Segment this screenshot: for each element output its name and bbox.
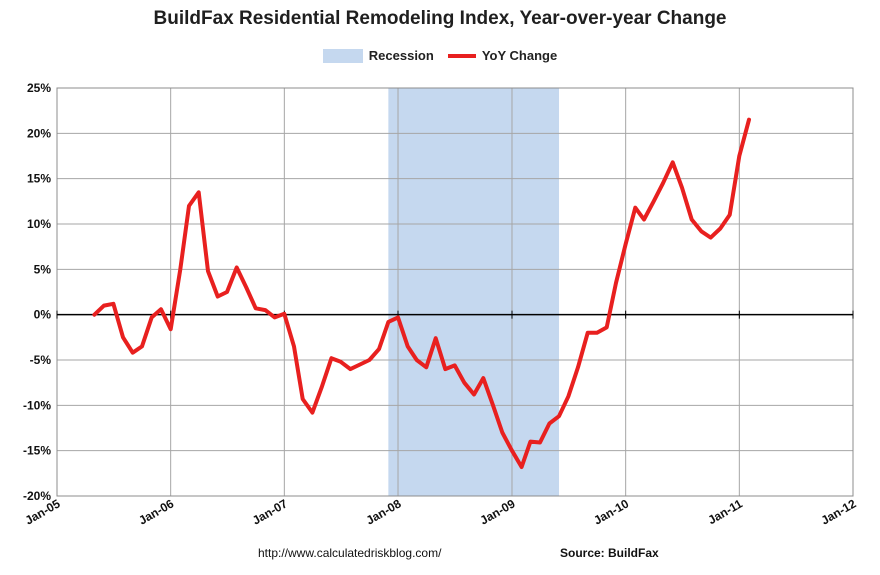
legend-swatch-yoy xyxy=(447,53,476,58)
y-tick-label: 20% xyxy=(27,126,51,140)
recession-band xyxy=(388,88,560,496)
legend-label-yoy: YoY Change xyxy=(481,48,558,63)
y-tick-label: 0% xyxy=(34,308,52,322)
y-tick-label: 5% xyxy=(34,262,52,276)
source-credit: Source: BuildFax xyxy=(560,546,659,560)
x-tick-label: Jan-06 xyxy=(136,496,176,527)
series-line-yoy xyxy=(92,117,751,469)
legend-swatch-recession xyxy=(322,48,363,63)
x-tick-label: Jan-09 xyxy=(478,496,518,527)
legend-item-recession: Recession xyxy=(322,48,434,63)
chart-title: BuildFax Residential Remodeling Index, Y… xyxy=(153,8,727,29)
y-tick-label: -10% xyxy=(23,398,51,412)
x-tick-label: Jan-12 xyxy=(819,496,859,527)
legend-item-yoy: YoY Change xyxy=(447,48,558,63)
x-tick-label: Jan-07 xyxy=(250,496,290,527)
y-tick-label: -5% xyxy=(30,353,52,367)
x-tick-label: Jan-11 xyxy=(705,496,745,527)
x-tick-label: Jan-08 xyxy=(364,496,404,527)
plot-border xyxy=(56,87,854,497)
x-tick-label: Jan-10 xyxy=(591,496,631,527)
source-url: http://www.calculatedriskblog.com/ xyxy=(258,546,442,560)
y-tick-label: 15% xyxy=(27,172,51,186)
legend-label-recession: Recession xyxy=(368,48,434,63)
y-tick-label: 10% xyxy=(27,217,51,231)
y-tick-label: -20% xyxy=(23,489,51,503)
y-tick-label: 25% xyxy=(27,81,51,95)
y-tick-label: -15% xyxy=(23,444,51,458)
chart-legend: Recession YoY Change xyxy=(0,48,880,63)
